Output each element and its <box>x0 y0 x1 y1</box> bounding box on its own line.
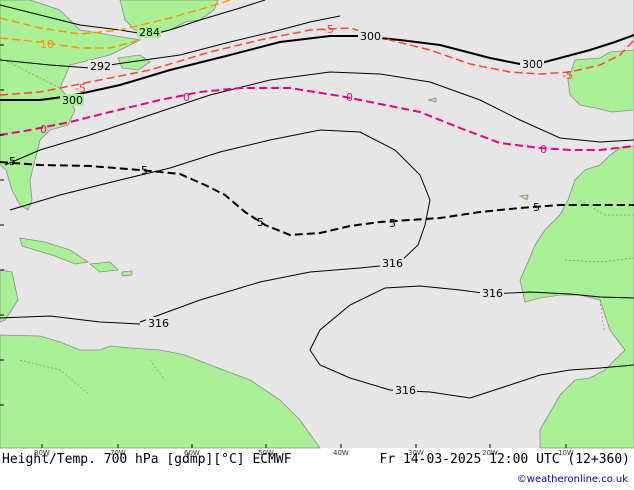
height-contour-316-c <box>309 285 634 399</box>
label-316-a: 316 <box>382 257 403 270</box>
label-temp-5-c: 5 <box>257 216 264 229</box>
label-temp-m5-c: -5 <box>562 69 573 82</box>
label-temp-m5-b: -5 <box>323 23 334 36</box>
canary-islands <box>518 194 529 201</box>
lon-label-50w: 50W <box>258 449 274 457</box>
newfoundland <box>117 54 151 71</box>
iberia <box>567 49 634 113</box>
label-temp-5-b: 5 <box>141 164 148 177</box>
lon-label-70w: 70W <box>110 449 126 457</box>
forecast-datetime: Fr 14-03-2025 12:00 UTC (12+360) <box>379 452 630 467</box>
south-america <box>0 334 321 449</box>
height-contour-300-outer <box>9 129 431 263</box>
cuba <box>19 237 90 265</box>
height-contour-316-a <box>139 263 401 323</box>
height-contour-316-b <box>0 315 141 325</box>
azores <box>427 97 437 103</box>
temp-contour-m5 <box>0 27 634 96</box>
temp-contour-0 <box>0 87 634 151</box>
lon-label-20w: 20W <box>482 449 498 457</box>
africa <box>519 0 634 449</box>
longitude-ticks <box>41 444 567 448</box>
map-title: Height/Temp. 700 hPa [gdmp][°C] ECMWF <box>2 452 292 467</box>
lon-label-30w: 30W <box>408 449 424 457</box>
footer-background <box>0 448 634 490</box>
label-temp-10: 10 <box>40 38 54 51</box>
yucatan-honduras <box>0 269 19 323</box>
label-316-c: 316 <box>482 287 503 300</box>
label-temp-m5-a: -5 <box>75 82 86 95</box>
label-300-c: 300 <box>522 58 543 71</box>
temp-contour-5 <box>0 161 634 237</box>
credit-link[interactable]: ©weatheronline.co.uk <box>516 474 628 485</box>
label-316-d: 316 <box>395 384 416 397</box>
contour-labels: 284 292 300 300 300 316 316 316 316 -5 -… <box>9 23 573 397</box>
label-300-b: 300 <box>360 30 381 43</box>
label-temp-5-a: 5 <box>9 155 16 168</box>
label-temp-0-b: 0 <box>183 91 190 104</box>
label-316-b: 316 <box>148 317 169 330</box>
lon-label-10w: 10W <box>558 449 574 457</box>
label-temp-5-d: 5 <box>389 217 396 230</box>
height-contour-292 <box>0 15 341 69</box>
label-temp-0-d: 0 <box>540 143 547 156</box>
label-284: 284 <box>139 26 160 39</box>
puerto-rico <box>121 270 133 277</box>
label-292: 292 <box>90 60 111 73</box>
height-contour-300-inner <box>4 71 634 166</box>
hispaniola <box>88 261 119 273</box>
label-300-a: 300 <box>62 94 83 107</box>
lon-label-40w: 40W <box>333 449 349 457</box>
height-contour-316-d <box>469 364 634 399</box>
temperature-contours <box>0 0 634 237</box>
label-temp-0-c: 0 <box>346 91 353 104</box>
temp-contour-10-lower <box>0 37 141 49</box>
longitude-tick-labels: 80W 70W 60W 50W 40W 30W 20W 10W <box>34 449 574 457</box>
label-temp-5-e: 5 <box>533 201 540 214</box>
temp-contour-10 <box>0 0 231 35</box>
lon-label-80w: 80W <box>34 449 50 457</box>
latitude-ticks <box>0 44 4 406</box>
lon-label-60w: 60W <box>184 449 200 457</box>
label-temp-0-a: 0 <box>40 123 47 136</box>
